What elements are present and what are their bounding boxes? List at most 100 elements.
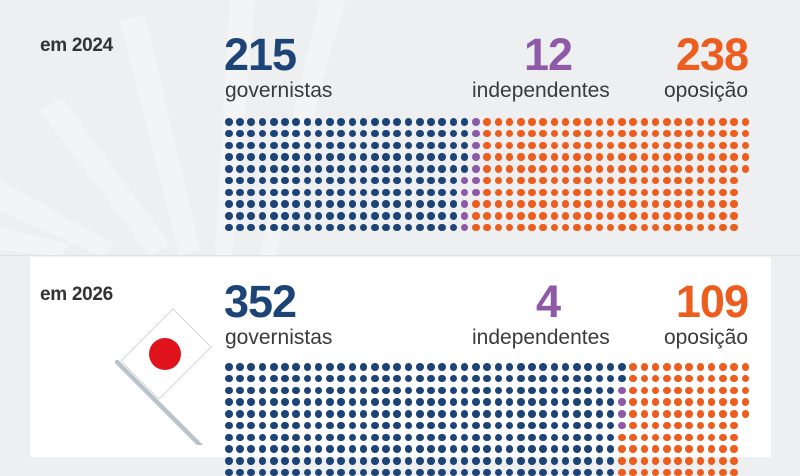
- waffle-dot-oposicao: [685, 200, 694, 208]
- waffle-dot-governistas: [337, 176, 345, 185]
- waffle-dot-governistas: [606, 410, 615, 418]
- waffle-dot-governistas: [303, 200, 312, 208]
- governistas-count-2024: 215: [224, 29, 297, 80]
- waffle-dot-governistas: [472, 421, 480, 430]
- waffle-dot-oposicao: [707, 141, 716, 150]
- waffle-dot-governistas: [258, 457, 267, 465]
- waffle-dot-governistas: [449, 468, 458, 476]
- waffle-dot-governistas: [326, 200, 334, 208]
- waffle-dot-oposicao: [674, 212, 682, 220]
- waffle-dot-governistas: [539, 410, 548, 418]
- waffle-dot-oposicao: [707, 468, 716, 476]
- waffle-dot-governistas: [292, 200, 300, 208]
- waffle-dot-oposicao: [685, 176, 694, 185]
- waffle-dot-governistas: [460, 386, 469, 395]
- waffle-dot-oposicao: [651, 445, 660, 453]
- waffle-dot-governistas: [370, 433, 379, 442]
- waffle-dot-governistas: [415, 176, 424, 185]
- waffle-dot-governistas: [236, 421, 244, 430]
- waffle-dot-governistas: [303, 141, 312, 150]
- waffle-dot-oposicao: [550, 176, 559, 185]
- waffle-dot-governistas: [236, 445, 244, 453]
- waffle-dot-governistas: [494, 457, 503, 465]
- waffle-dot-governistas: [393, 212, 402, 220]
- waffle-dot-governistas: [505, 457, 514, 465]
- waffle-dot-governistas: [460, 457, 469, 465]
- waffle-dot-oposicao: [730, 153, 738, 161]
- waffle-dot-oposicao: [696, 468, 705, 476]
- waffle-dot-oposicao: [494, 188, 503, 197]
- waffle-dot-oposicao: [584, 200, 592, 208]
- waffle-dot-governistas: [281, 433, 289, 442]
- waffle-dot-governistas: [359, 118, 368, 126]
- waffle-dot-oposicao: [516, 223, 525, 232]
- waffle-dot-oposicao: [730, 223, 738, 232]
- waffle-dot-governistas: [494, 468, 503, 476]
- waffle-dot-governistas: [449, 165, 458, 173]
- waffle-dot-governistas: [247, 129, 256, 138]
- waffle-dot-oposicao: [730, 165, 738, 173]
- waffle-dot-oposicao: [595, 129, 604, 138]
- waffle-dot-oposicao: [719, 176, 727, 185]
- waffle-dot-governistas: [494, 386, 503, 395]
- waffle-dot-governistas: [281, 410, 289, 418]
- waffle-dot-oposicao: [561, 176, 570, 185]
- waffle-dot-governistas: [393, 398, 402, 406]
- waffle-dot-governistas: [449, 363, 458, 371]
- waffle-dot-governistas: [415, 212, 424, 220]
- waffle-dot-oposicao: [651, 421, 660, 430]
- waffle-dot-governistas: [460, 165, 469, 173]
- waffle-dot-governistas: [438, 386, 446, 395]
- waffle-dot-oposicao: [550, 223, 559, 232]
- waffle-dot-independentes: [618, 398, 626, 406]
- waffle-dot-oposicao: [494, 153, 503, 161]
- oposicao-label-2026: oposição: [663, 326, 748, 349]
- waffle-dot-oposicao: [618, 200, 626, 208]
- waffle-dot-governistas: [561, 410, 570, 418]
- waffle-dot-governistas: [539, 421, 548, 430]
- waffle-dot-governistas: [258, 398, 267, 406]
- waffle-dot-oposicao: [741, 386, 750, 395]
- waffle-dot-oposicao: [516, 165, 525, 173]
- waffle-dot-oposicao: [528, 129, 536, 138]
- waffle-dot-governistas: [236, 200, 244, 208]
- waffle-dot-oposicao: [707, 188, 716, 197]
- waffle-dot-oposicao: [584, 165, 592, 173]
- waffle-dot-governistas: [225, 445, 233, 453]
- waffle-dot-governistas: [348, 141, 357, 150]
- waffle-dot-governistas: [281, 141, 289, 150]
- waffle-dot-governistas: [606, 457, 615, 465]
- waffle-dot-governistas: [404, 188, 413, 197]
- waffle-dot-governistas: [225, 386, 233, 395]
- waffle-dot-governistas: [370, 118, 379, 126]
- waffle-dot-governistas: [281, 398, 289, 406]
- waffle-dot-governistas: [258, 200, 267, 208]
- waffle-dot-governistas: [258, 118, 267, 126]
- waffle-dot-governistas: [584, 421, 592, 430]
- waffle-dot-oposicao: [516, 141, 525, 150]
- waffle-dot-governistas: [404, 118, 413, 126]
- waffle-dot-governistas: [359, 223, 368, 232]
- waffle-dot-oposicao: [629, 212, 637, 220]
- waffle-dot-governistas: [303, 433, 312, 442]
- waffle-dot-governistas: [281, 188, 289, 197]
- waffle-dot-oposicao: [584, 129, 592, 138]
- waffle-dot-oposicao: [696, 141, 705, 150]
- waffle-dot-governistas: [427, 468, 435, 476]
- waffle-dot-governistas: [303, 212, 312, 220]
- waffle-dot-oposicao: [629, 165, 637, 173]
- waffle-dot-independentes: [472, 153, 480, 161]
- waffle-dot-governistas: [494, 374, 503, 383]
- waffle-dot-governistas: [337, 445, 345, 453]
- waffle-dot-governistas: [460, 363, 469, 371]
- waffle-dot-governistas: [314, 165, 323, 173]
- waffle-dot-oposicao: [651, 433, 660, 442]
- waffle-dot-oposicao: [696, 212, 705, 220]
- waffle-dot-oposicao: [640, 200, 649, 208]
- waffle-dot-governistas: [483, 363, 491, 371]
- waffle-dot-governistas: [247, 468, 256, 476]
- waffle-dot-oposicao: [685, 457, 694, 465]
- waffle-dot-governistas: [505, 374, 514, 383]
- waffle-dot-governistas: [258, 153, 267, 161]
- waffle-dot-governistas: [292, 468, 300, 476]
